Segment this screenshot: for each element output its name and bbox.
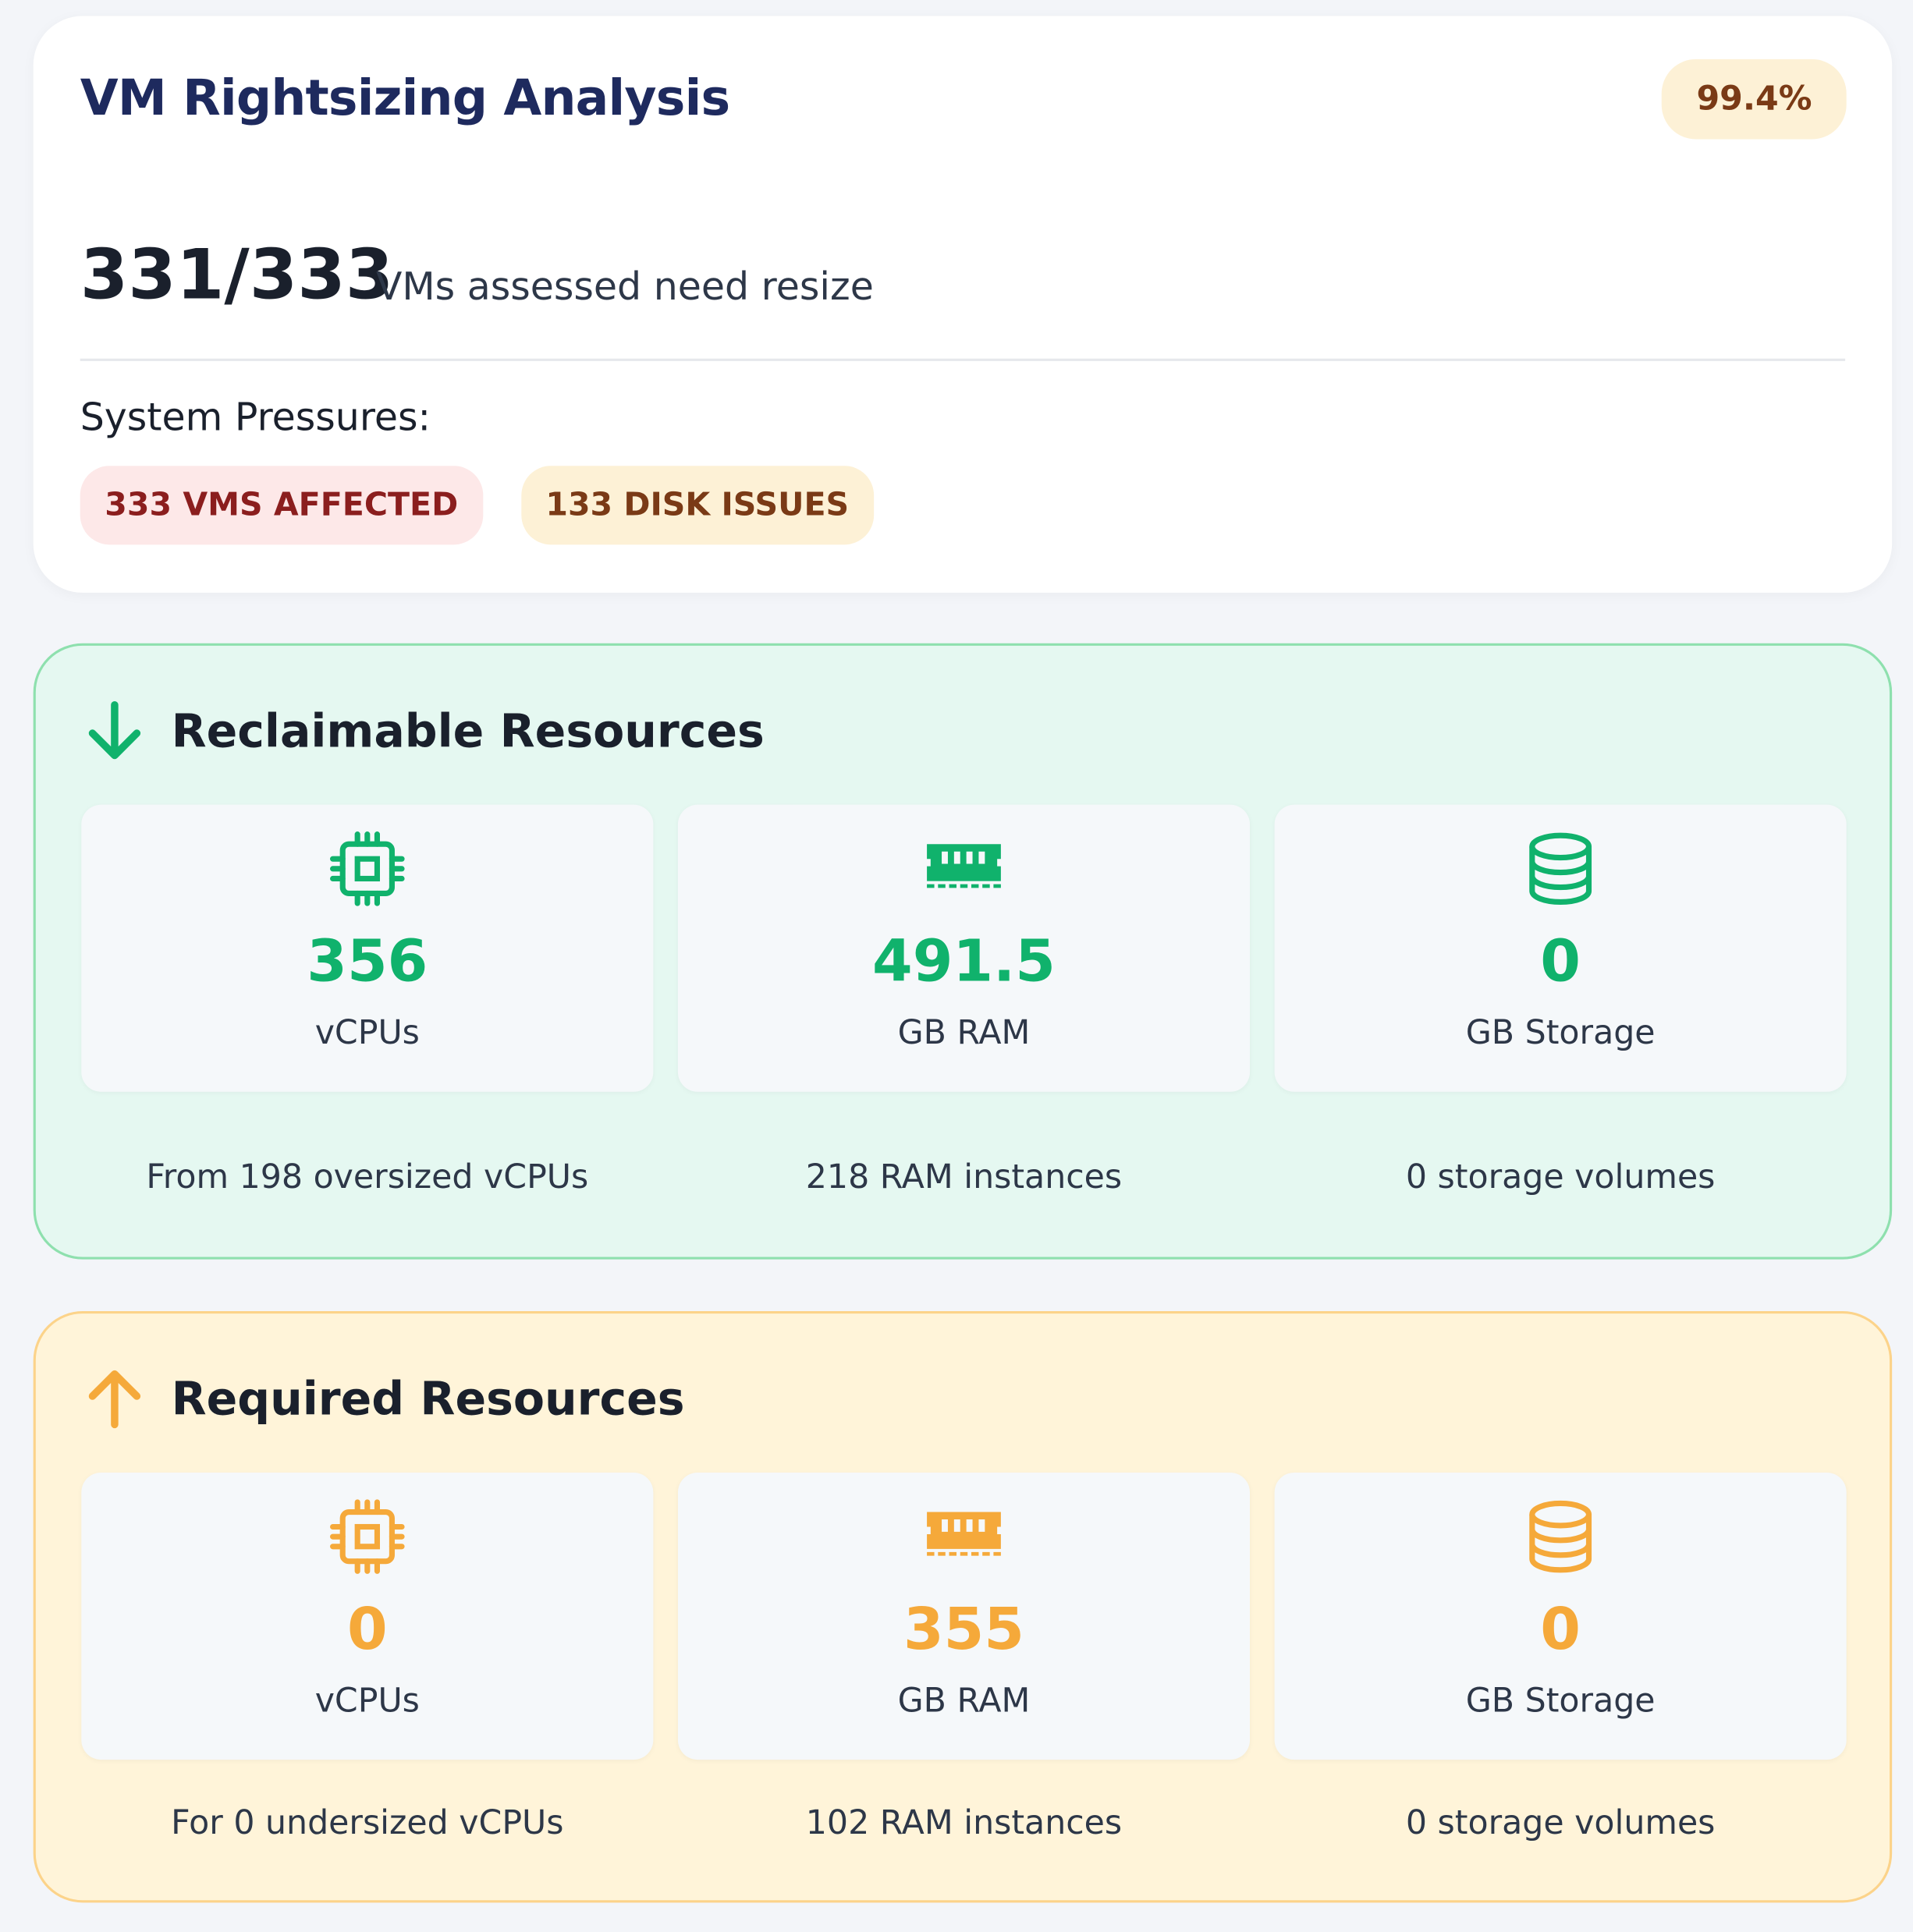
metric-unit: GB RAM	[897, 1682, 1031, 1721]
title: VM Rightsizing Analysis	[80, 70, 730, 127]
metric-note: 0 storage volumes	[1405, 1158, 1716, 1197]
ram-icon	[927, 844, 1001, 888]
pressures-label: System Pressures:	[80, 395, 431, 441]
section-header: Required Resources	[85, 1368, 685, 1430]
storage-icon	[1529, 1500, 1592, 1573]
metric-card: 491.5 GB RAM	[677, 804, 1251, 1092]
metric-value: 0	[1540, 1595, 1581, 1664]
resource-section: Required Resources 0 vCPUs 355 GB RAM 0 GB Sto…	[33, 1311, 1893, 1903]
tag: 333 VMS AFFECTED	[80, 466, 483, 545]
section-title: Reclaimable Resources	[171, 704, 765, 757]
tag-list: 333 VMS AFFECTED 133 DISK ISSUES	[80, 466, 874, 545]
arrow-down-icon	[88, 700, 141, 760]
metric-note: For 0 undersized vCPUs	[171, 1803, 564, 1842]
metric-value: 0	[346, 1595, 388, 1664]
metric-unit: GB Storage	[1465, 1682, 1656, 1721]
vm-count-text: VMs assessed need resize	[375, 264, 874, 310]
cpu-icon	[330, 831, 405, 906]
percent-badge: 99.4%	[1662, 58, 1847, 140]
cpu-icon	[330, 1499, 405, 1574]
metric-card: 355 GB RAM	[677, 1472, 1251, 1760]
metric-row: 356 vCPUs 491.5 GB RAM 0 GB Storage	[81, 804, 1847, 1092]
vm-count: 331/333	[80, 235, 394, 316]
metric-note: 0 storage volumes	[1405, 1803, 1716, 1842]
summary-card: VM Rightsizing Analysis 99.4% 331/333 VM…	[33, 16, 1893, 593]
metric-unit: GB RAM	[897, 1014, 1031, 1053]
metric-card: 0 GB Storage	[1274, 804, 1847, 1092]
metric-card: 0 GB Storage	[1274, 1472, 1847, 1760]
arrow-up-icon	[88, 1370, 141, 1429]
section-header: Reclaimable Resources	[85, 700, 765, 761]
metric-card: 0 vCPUs	[81, 1472, 654, 1760]
metric-value: 355	[903, 1595, 1024, 1664]
metric-value: 491.5	[872, 927, 1056, 996]
divider	[80, 358, 1846, 361]
metric-card: 356 vCPUs	[81, 804, 654, 1092]
metric-row: 0 vCPUs 355 GB RAM 0 GB Storage	[81, 1472, 1847, 1760]
note-row: From 198 oversized vCPUs 218 RAM instance…	[81, 1158, 1846, 1196]
storage-icon	[1529, 832, 1592, 906]
metric-note: 218 RAM instances	[805, 1158, 1123, 1197]
note-row: For 0 undersized vCPUs 102 RAM instances 0…	[81, 1804, 1846, 1842]
tag: 133 DISK ISSUES	[520, 466, 874, 545]
metric-unit: vCPUs	[314, 1682, 420, 1721]
resource-section: Reclaimable Resources 356 vCPUs 491.5 GB RAM…	[33, 643, 1893, 1260]
metric-value: 356	[307, 927, 428, 996]
section-title: Required Resources	[171, 1372, 685, 1426]
ram-icon	[927, 1512, 1001, 1556]
metric-note: 102 RAM instances	[805, 1803, 1123, 1842]
metric-note: From 198 oversized vCPUs	[146, 1158, 589, 1197]
metric-value: 0	[1540, 927, 1581, 996]
metric-unit: vCPUs	[314, 1014, 420, 1053]
metric-unit: GB Storage	[1465, 1014, 1656, 1053]
